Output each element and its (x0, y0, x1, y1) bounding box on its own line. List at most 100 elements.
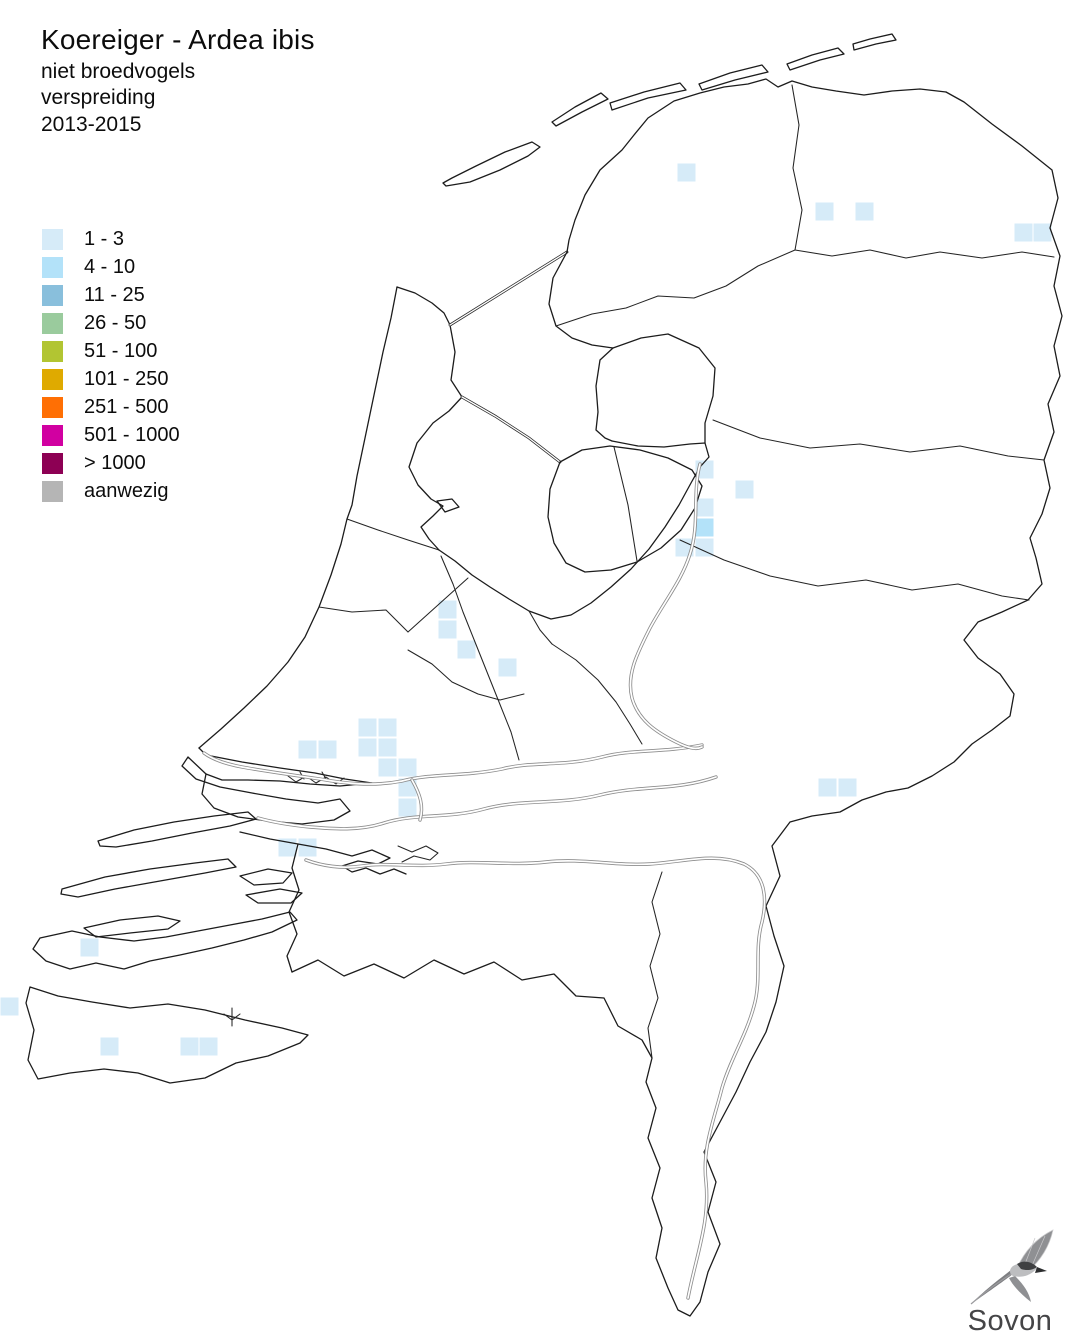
legend-label: 26 - 50 (84, 311, 147, 334)
grid-cell-1-3 (497, 657, 518, 678)
noordoostpolder (595, 333, 716, 444)
coast-north (566, 78, 947, 253)
legend-swatch-11-25 (42, 284, 63, 306)
walcheren-beveland (32, 911, 298, 970)
legend-label: 251 - 500 (84, 395, 169, 418)
goeree-overflakkee (97, 811, 257, 848)
title-block: Koereiger - Ardea ibis niet broedvogels … (41, 24, 315, 139)
afsluitdijk-core (449, 251, 568, 326)
border-friesland-drenthe (555, 249, 796, 327)
border-drenthe-overijssel (712, 419, 1045, 461)
legend-item-11-25: 11 - 25 (42, 281, 180, 309)
subtitle-line-1: niet broedvogels (41, 59, 196, 83)
border-zuidholland-utrecht (407, 649, 525, 701)
grid-cell-1-3 (79, 937, 100, 958)
border-friesland-groningen (791, 84, 803, 251)
map-linework (25, 33, 1063, 1317)
grid-cell-1-3 (817, 777, 838, 798)
grid-cell-1-3 (734, 479, 755, 500)
grid-cell-1-3 (837, 777, 858, 798)
biesbosch-detail (397, 845, 439, 863)
island-vlieland (551, 92, 609, 127)
legend-label: 11 - 25 (84, 283, 145, 306)
grid-cell-1-3 (357, 737, 378, 758)
river-ijssel (628, 462, 704, 751)
river-maas (304, 856, 767, 1300)
legend-swatch-4-10 (42, 256, 63, 278)
border-brabant-limburg (647, 871, 663, 1059)
island-rottum (852, 33, 897, 51)
river-ijssel-core (629, 463, 703, 750)
subtitle-line-3: 2013-2015 (41, 113, 142, 137)
grid-cell-1-3 (437, 599, 458, 620)
sovon-logo: Sovon (946, 1228, 1074, 1338)
legend-label: 101 - 250 (84, 367, 169, 390)
grid-cell-4-10 (694, 517, 715, 538)
legend-item-aanwezig: aanwezig (42, 477, 180, 505)
zeeuws-vlaanderen (25, 986, 309, 1084)
legend-swatch-1-3 (42, 228, 63, 250)
island-texel (442, 141, 541, 187)
legend-swatch-101-250 (42, 368, 63, 390)
border-utrecht-gelderland (551, 643, 643, 745)
legend-label: 4 - 10 (84, 255, 136, 278)
border-noordholland-zuidholland (318, 606, 409, 633)
island-ameland (698, 64, 769, 91)
border-eemland (528, 610, 553, 645)
grid-cell-1-3 (377, 757, 398, 778)
coast-west (198, 286, 398, 749)
legend-swatch-aanwezig (42, 480, 63, 502)
grid-cell-1-3 (397, 797, 418, 818)
legend-swatch->1000 (42, 452, 63, 474)
legend-item-251-500: 251 - 500 (42, 393, 180, 421)
noord-beveland (83, 915, 181, 938)
river-noord-core (411, 779, 423, 821)
island-terschelling (609, 82, 687, 111)
page-title: Koereiger - Ardea ibis (41, 24, 315, 55)
legend-swatch-51-100 (42, 340, 63, 362)
swallow-icon (970, 1229, 1054, 1305)
grid-cell-1-3 (357, 717, 378, 738)
coast-friesland-west (548, 251, 614, 349)
grid-cell-1-3 (814, 201, 835, 222)
legend-label: 51 - 100 (84, 339, 158, 362)
grid-cell-1-3 (676, 162, 697, 183)
grid-cell-1-3 (317, 739, 338, 760)
noordzeekanaal (346, 518, 440, 551)
waterweg-north-bank (198, 747, 373, 784)
tholen (239, 868, 293, 886)
legend-label: 1 - 3 (84, 227, 125, 250)
grid-cell-1-3 (0, 996, 20, 1017)
coast-north-holland (396, 286, 463, 551)
legend-item-51-100: 51 - 100 (42, 337, 180, 365)
legend-label: 501 - 1000 (84, 423, 180, 446)
zeeland-detail (223, 1007, 241, 1027)
river-waal-core (257, 776, 717, 830)
sovon-wordmark: Sovon (967, 1305, 1053, 1337)
grid-cell-1-3 (297, 739, 318, 760)
border-utrecht-west (407, 577, 469, 633)
grid-cell-1-3 (1013, 222, 1034, 243)
river-lek-core (203, 744, 703, 785)
voorne-putten (181, 756, 351, 825)
grid-cell-1-3 (437, 619, 458, 640)
border-east-south (291, 91, 1063, 1317)
grid-cell-1-3 (694, 537, 715, 558)
legend-item-26-50: 26 - 50 (42, 309, 180, 337)
legend-item-1-3: 1 - 3 (42, 225, 180, 253)
legend-item->1000: > 1000 (42, 449, 180, 477)
legend-swatch-251-500 (42, 396, 63, 418)
grid-cell-1-3 (854, 201, 875, 222)
grid-cell-1-3 (179, 1036, 200, 1057)
grid-cell-1-3 (397, 757, 418, 778)
river-maas-core (305, 857, 766, 1299)
legend-item-101-250: 101 - 250 (42, 365, 180, 393)
houtribdijk (460, 395, 562, 464)
river-lek (202, 743, 704, 786)
hollands-diep-bank (239, 831, 407, 875)
subtitle-line-2: verspreiding (41, 86, 156, 110)
sint-philipsland (245, 888, 303, 904)
waterweg-south-bank (205, 773, 373, 787)
